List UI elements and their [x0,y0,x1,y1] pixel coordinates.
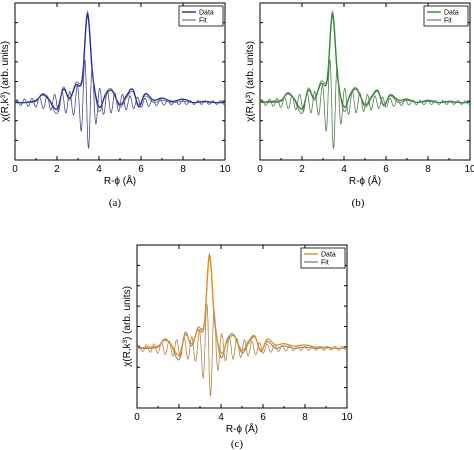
chart-2: 0 2 4 6 8 10 R-ϕ (Å) χ(R,k³) (arb. units) DataFi… [122,244,353,450]
series-line-data [260,11,470,110]
plot-frame [14,2,226,161]
x-tick-label: 10 [341,412,353,423]
plot-frame [259,2,471,161]
series-line-fit [260,9,470,115]
y-axis-label: χ(R,k³) (arb. units) [245,41,256,122]
x-tick-label: 4 [218,412,224,423]
chart-0: 0 2 4 6 8 10 R-ϕ (Å) χ(R,k³) (arb. units) DataFi… [0,2,231,209]
x-tick-label: 6 [260,412,266,423]
legend-label: Data [321,252,336,259]
y-axis-label: χ(R,k³) (arb. units) [122,286,133,367]
series-data-oscillation [260,59,470,149]
panel-caption: (a) [109,197,122,209]
panel-caption: (b) [352,197,365,209]
x-tick-label: 8 [302,412,308,423]
chart-1: 0 2 4 6 8 10 R-ϕ (Å) χ(R,k³) (arb. units) DataFi… [245,2,474,209]
panel-caption: (c) [231,438,244,450]
x-tick-label: 4 [341,164,347,175]
legend-box [300,247,346,269]
legend-label: Fit [321,260,329,267]
legend-box [178,5,224,27]
legend-label: Data [444,10,459,17]
x-axis-label: R-ϕ (Å) [104,174,136,187]
x-tick-label: 10 [464,164,474,175]
plot-frame [136,244,348,409]
series-data-oscillation [137,303,347,397]
series-line-data [137,254,347,356]
y-axis-label: χ(R,k³) (arb. units) [0,41,11,122]
x-axis-label: R-ϕ (Å) [349,174,381,187]
x-tick-label: 2 [54,164,60,175]
x-tick-label: 6 [138,164,144,175]
x-tick-label: 8 [425,164,431,175]
x-axis-label: R-ϕ (Å) [226,422,258,435]
legend-label: Fit [199,18,207,25]
x-tick-label: 0 [257,164,263,175]
legend-box [423,5,469,27]
series-line-data [15,11,225,110]
x-tick-label: 6 [383,164,389,175]
series-data-oscillation [15,59,225,149]
x-tick-label: 2 [176,412,182,423]
x-tick-label: 8 [180,164,186,175]
x-tick-label: 0 [134,412,140,423]
series-line-fit [15,9,225,115]
x-tick-label: 4 [96,164,102,175]
series-line-fit [137,252,347,361]
x-tick-label: 10 [219,164,231,175]
x-tick-label: 0 [12,164,18,175]
legend-label: Data [199,10,214,17]
x-tick-label: 2 [299,164,305,175]
legend-label: Fit [444,18,452,25]
